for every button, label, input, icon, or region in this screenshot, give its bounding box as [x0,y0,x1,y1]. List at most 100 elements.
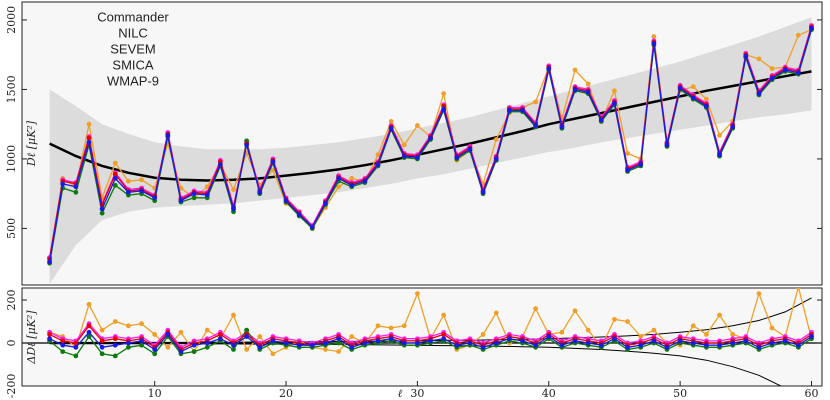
data-point [60,342,66,348]
data-point [336,184,341,190]
data-point [204,340,210,346]
data-point [651,338,657,344]
data-point [362,178,368,184]
data-point [349,344,355,350]
data-point [126,189,131,195]
data-point [47,259,52,265]
data-point [204,344,210,350]
y-tick-label: 200 [5,290,18,311]
data-point [756,291,762,296]
data-point [743,53,749,59]
data-point [152,332,158,337]
data-point [323,347,328,352]
data-point [388,125,394,131]
data-point [336,336,341,342]
data-point [191,191,197,197]
data-point [191,195,197,201]
data-point [704,342,709,348]
data-point [244,334,250,339]
data-point [690,95,696,101]
data-point [204,327,210,333]
data-point [86,139,92,145]
data-point [769,325,775,331]
data-point [769,75,775,81]
data-point [99,327,105,333]
data-point [441,106,447,112]
data-point [441,336,447,342]
data-point [769,66,775,71]
legend-entry: NILC [118,25,148,40]
data-point [73,184,79,190]
data-point [231,342,236,348]
data-point [99,206,105,212]
data-point [664,142,670,148]
data-point [244,327,250,333]
data-point [231,206,236,212]
data-point [112,175,118,181]
data-point [428,338,433,344]
data-point [717,152,722,158]
data-point [270,338,276,344]
data-point [454,342,460,348]
legend-entry: SMICA [112,57,154,72]
data-point [717,132,722,138]
data-point [506,107,512,113]
data-point [415,155,420,160]
data-point [677,85,683,91]
data-point [428,135,433,141]
data-point [152,351,158,357]
data-point [99,338,105,344]
data-point [204,192,210,198]
top-plot [47,17,814,284]
data-point [126,344,131,350]
x-tick-label: 20 [279,387,293,400]
data-point [257,344,263,350]
data-point [415,291,420,296]
data-point [795,32,801,38]
data-point [349,334,355,339]
data-point [139,177,144,183]
data-point [651,34,657,40]
data-point [730,340,736,346]
data-point [809,334,814,339]
data-point [612,316,617,322]
x-tick-label: 30 [410,387,424,400]
data-point [401,323,407,329]
x-tick-label: 50 [673,387,687,400]
data-point [296,342,302,348]
data-point [782,67,788,73]
data-point [625,319,630,324]
cosmic-variance-band [49,17,812,284]
data-point [126,340,131,346]
data-point [270,159,276,165]
y-tick-label: 0 [5,340,18,347]
data-point [86,135,92,141]
y-tick-label: 1000 [5,145,18,173]
data-point [336,340,341,346]
data-point [546,66,552,71]
data-point [244,347,250,352]
legend-entry: SEVEM [110,41,156,56]
data-point [336,349,341,355]
data-point [401,142,407,148]
data-point [572,67,578,73]
data-point [743,338,749,344]
data-point [572,308,578,314]
data-point [112,160,118,166]
data-point [86,121,92,127]
data-point [112,342,118,348]
data-point [559,124,565,130]
legend-entry: WMAP-9 [107,73,159,88]
data-point [296,212,302,217]
data-point [112,171,118,177]
bottom-panel [21,287,823,387]
data-point [415,340,420,346]
x-tick-label: 10 [148,387,162,400]
data-point [441,91,447,96]
data-point [769,340,775,346]
data-point [60,349,66,355]
data-point [309,342,315,348]
data-point [217,162,223,167]
data-point [139,338,144,344]
